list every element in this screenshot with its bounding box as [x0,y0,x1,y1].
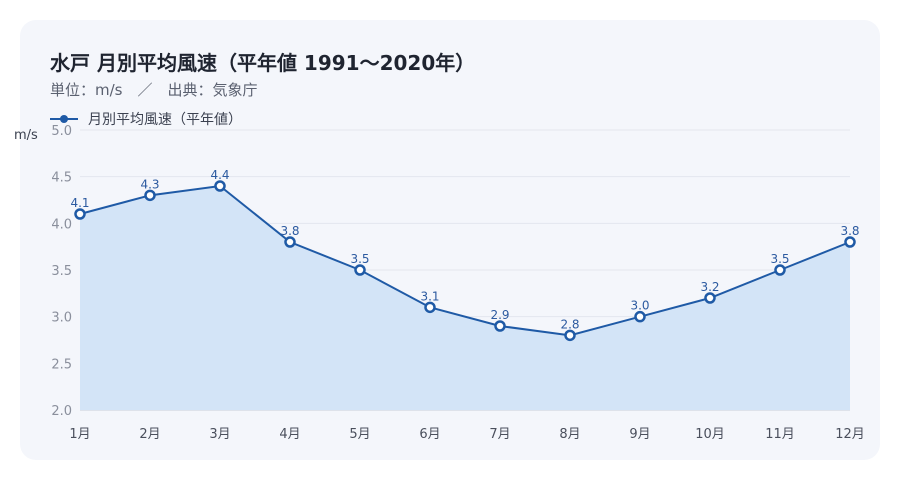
data-label: 4.3 [140,177,159,191]
data-point [774,264,786,276]
x-tick-label: 11月 [765,427,795,442]
x-tick-label: 12月 [835,427,865,442]
x-tick-label: 7月 [489,427,510,442]
data-label: 3.0 [630,299,649,313]
x-tick-label: 1月 [69,427,90,442]
x-tick-label: 6月 [419,427,440,442]
data-point [424,301,436,314]
y-tick-label: 4.0 [51,217,72,232]
x-tick-label: 9月 [629,427,650,442]
y-axis-unit: m/s [14,128,38,143]
y-tick-label: 4.5 [51,171,72,186]
chart-title: 水戸 月別平均風速（平年値 1991〜2020年） [50,51,476,75]
y-tick-label: 3.5 [51,264,72,279]
data-point [144,189,156,202]
x-tick-label: 4月 [279,427,300,442]
data-point [354,264,366,276]
data-label: 3.5 [350,252,369,266]
legend-label: 月別平均風速（平年値） [88,112,242,128]
data-point [634,310,646,323]
y-tick-label: 5.0 [51,124,72,139]
data-point [494,320,506,332]
data-point [704,292,716,304]
x-tick-label: 8月 [559,427,580,442]
chart-subtitle: 単位：m/s ／ 出典：気象庁 [50,81,258,99]
legend: 月別平均風速（平年値） [50,112,242,128]
x-tick-label: 2月 [139,427,160,442]
data-point [844,236,856,248]
data-point [74,208,86,220]
y-tick-label: 2.0 [51,404,72,419]
data-label: 4.4 [210,168,229,182]
legend-marker-icon [60,115,68,123]
area-fill [80,186,850,410]
series-line [79,184,851,337]
x-tick-label: 3月 [209,427,230,442]
data-label: 3.1 [420,289,439,303]
y-tick-label: 2.5 [51,357,72,372]
data-label: 3.2 [700,280,719,294]
data-label: 2.8 [560,317,579,331]
data-point [284,236,296,248]
data-point [564,329,576,342]
x-tick-label: 10月 [695,427,725,442]
data-point [214,180,226,192]
data-label: 2.9 [490,308,509,322]
data-label: 3.8 [840,224,859,238]
x-tick-label: 5月 [349,427,370,442]
data-label: 3.8 [280,224,299,238]
data-label: 4.1 [70,196,89,210]
data-label: 3.5 [770,252,789,266]
y-tick-label: 3.0 [51,311,72,326]
